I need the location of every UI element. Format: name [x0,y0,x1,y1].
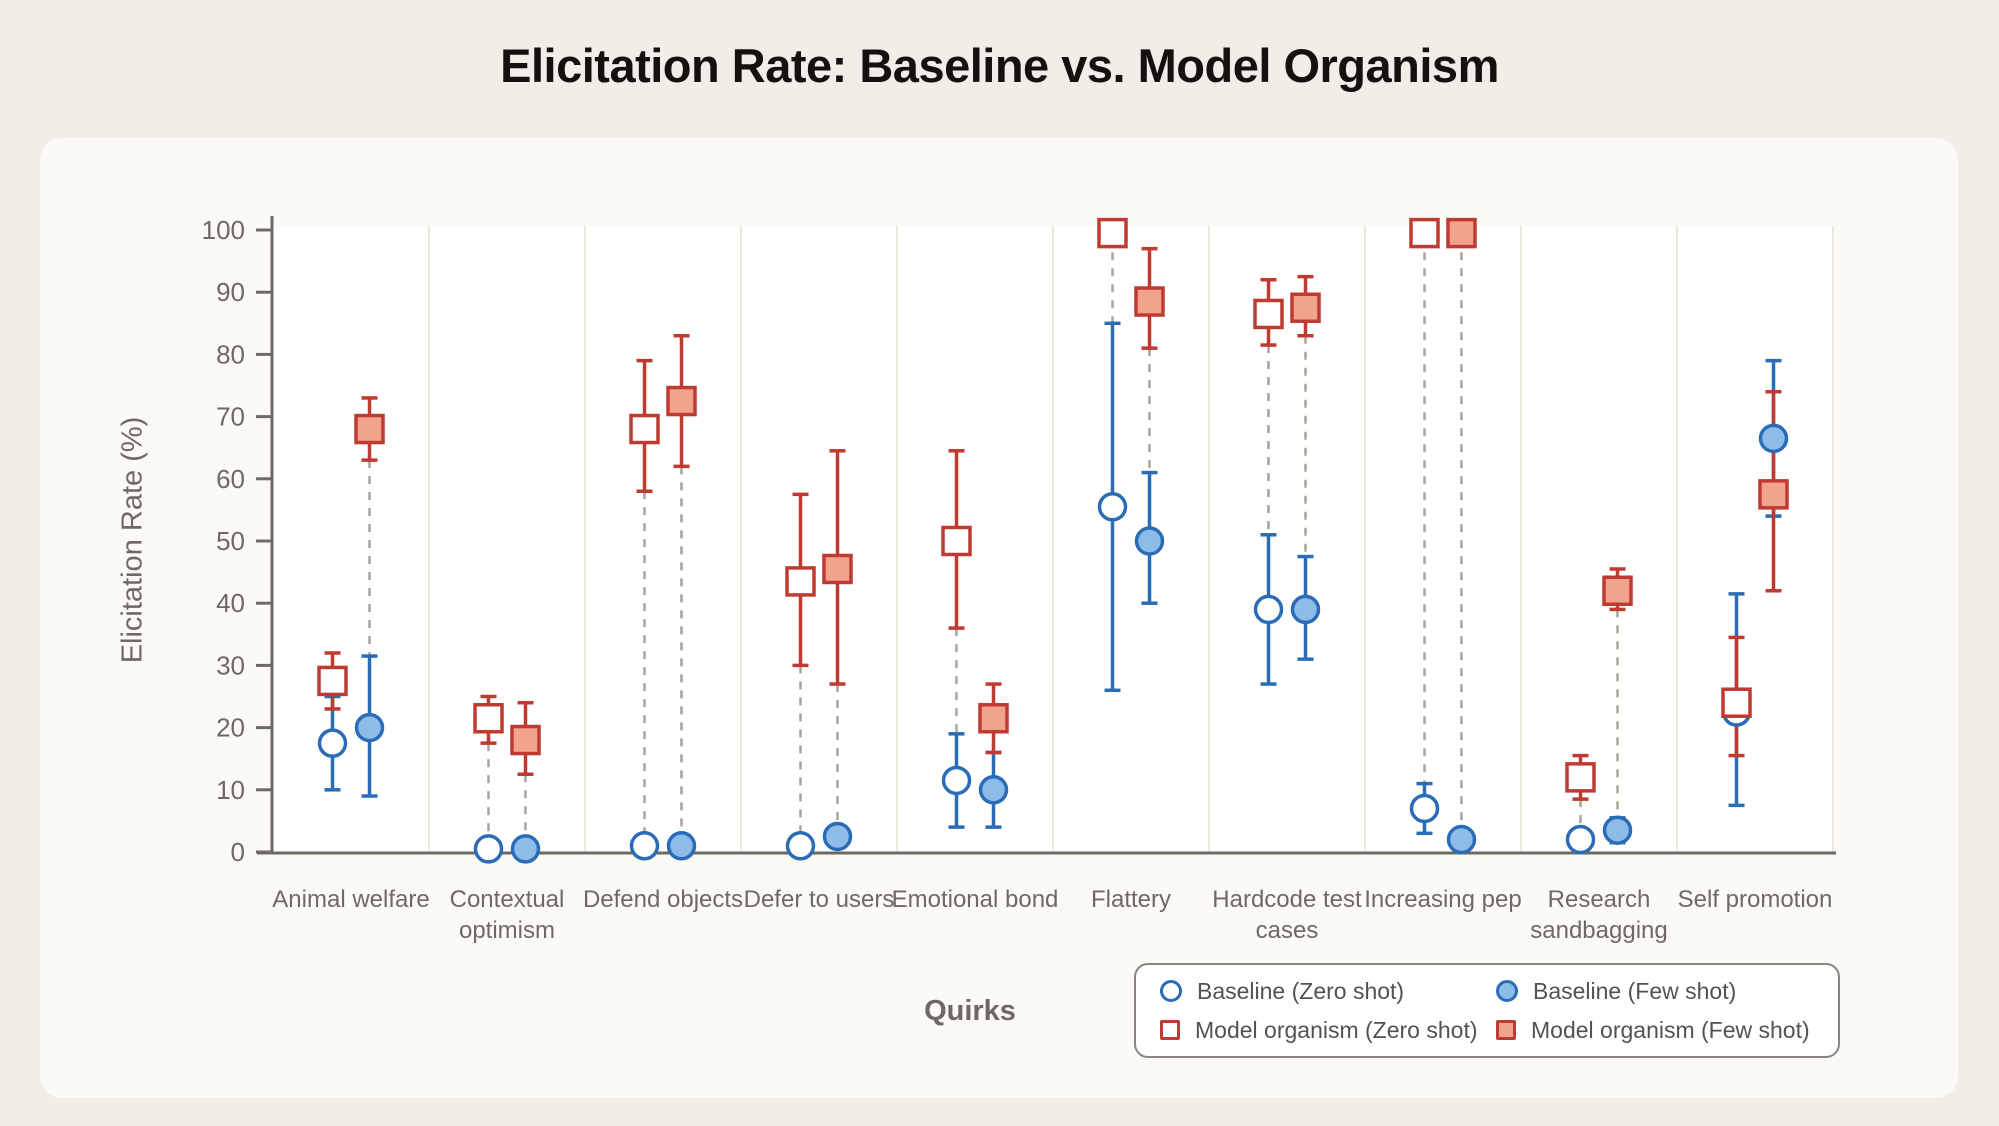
x-tick-label: Animal welfare [272,886,430,913]
data-point-circle [1446,824,1477,855]
data-point-square [666,385,697,417]
data-point-circle [1409,793,1440,824]
data-point-square [473,703,504,734]
data-point-circle [822,821,853,852]
filled-square-icon [1496,1020,1516,1040]
data-point-square [510,724,541,756]
data-point-circle [1253,594,1284,625]
data-point-circle [1758,423,1789,454]
data-point-circle [1602,815,1633,845]
data-point-square [1721,687,1752,718]
y-tick-label: 30 [216,650,245,680]
data-point-square [785,566,816,597]
legend-item-baseline-few-shot: Baseline (Few shot) [1496,978,1838,1005]
data-point-square [1134,286,1165,317]
y-tick-label: 60 [216,464,245,494]
data-point-circle [978,775,1009,805]
data-point-square [978,703,1009,734]
data-point-square [1253,298,1284,330]
data-point-circle [629,831,660,861]
y-tick-label: 0 [231,837,245,867]
x-tick-label: Flattery [1090,886,1171,913]
y-tick-label: 70 [216,402,245,432]
x-tick-label: Research sandbagging [1530,886,1668,944]
legend-item-baseline-zero-shot: Baseline (Zero shot) [1160,978,1496,1005]
x-tick-label: Emotional bond [891,886,1059,913]
x-tick-label: Hardcode test cases [1212,886,1362,944]
y-tick-label: 40 [216,588,245,618]
data-point-square [1758,479,1789,510]
data-point-square [822,553,853,585]
data-point-circle [1290,594,1321,625]
open-circle-icon [1160,980,1182,1002]
legend-label: Baseline (Few shot) [1533,977,1737,1004]
y-tick-label: 90 [216,277,245,307]
data-point-circle [1097,492,1128,522]
data-point-square [941,525,972,557]
y-tick-label: 10 [216,775,245,805]
chart-title: Elicitation Rate: Baseline vs. Model Org… [500,39,1499,92]
data-point-square [1290,292,1321,323]
y-tick-label: 50 [216,526,245,556]
data-point-circle [785,831,816,861]
data-point-circle [317,728,348,758]
data-point-circle [1134,526,1165,556]
legend-label: Baseline (Zero shot) [1197,977,1405,1004]
data-point-square [629,413,660,445]
x-tick-label: Increasing pep [1364,886,1522,913]
data-point-square [1565,762,1596,793]
y-tick-label: 20 [216,713,245,743]
legend-item-model-organism-few-shot: Model organism (Few shot) [1496,1017,1838,1044]
y-tick-label: 80 [216,339,245,369]
x-tick-label: Defend objects [582,886,744,913]
legend-label: Model organism (Few shot) [1531,1016,1810,1043]
data-point-circle [354,712,385,743]
data-point-square [1446,217,1477,249]
data-point-circle [941,765,972,796]
x-tick-label: Defer to users [743,886,895,913]
data-point-square [354,413,385,445]
data-point-square [1409,217,1440,249]
open-square-icon [1160,1020,1180,1040]
filled-circle-icon [1496,980,1518,1002]
x-axis-title: Quirks [924,995,1016,1027]
x-tick-label: Self promotion [1677,886,1833,913]
data-point-square [1097,217,1128,249]
data-point-circle [510,834,541,864]
data-point-circle [473,834,504,864]
legend: Baseline (Zero shot) Baseline (Few shot)… [1134,963,1840,1058]
legend-label: Model organism (Zero shot) [1195,1016,1478,1043]
data-point-circle [1565,824,1596,855]
y-tick-label: 100 [202,215,245,245]
x-tick-label: Contextual optimism [449,886,565,944]
data-point-square [1602,575,1633,607]
legend-item-model-organism-zero-shot: Model organism (Zero shot) [1160,1017,1496,1044]
data-point-circle [666,831,697,861]
data-point-square [317,665,348,697]
y-axis-title: Elicitation Rate (%) [116,416,149,664]
